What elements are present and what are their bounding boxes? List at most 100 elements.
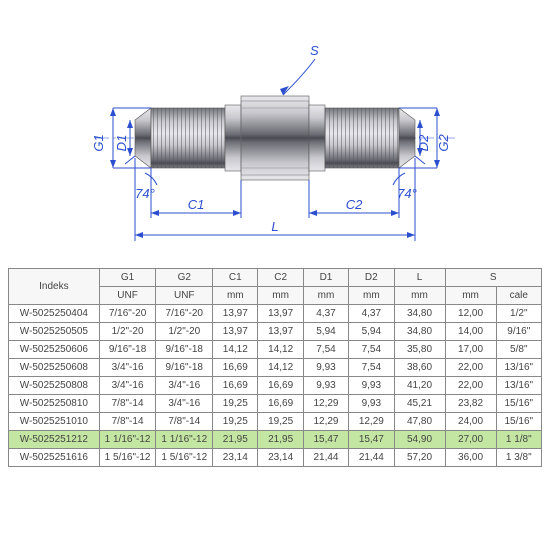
col-header: D1 — [303, 269, 348, 287]
table-cell: 16,69 — [213, 377, 258, 395]
table-row: W-50252508107/8"-143/4"-1619,2516,6912,2… — [9, 395, 542, 413]
table-row: W-50252506069/16"-189/16"-1814,1214,127,… — [9, 341, 542, 359]
table-cell: 7,54 — [349, 359, 394, 377]
unit-header: mm — [349, 287, 394, 305]
table-cell: W-5025251010 — [9, 413, 100, 431]
table-cell: 13,97 — [213, 323, 258, 341]
table-cell: 7,54 — [303, 341, 348, 359]
table-cell: 23,14 — [258, 449, 303, 467]
table-cell: 23,82 — [445, 395, 496, 413]
table-cell: 15/16" — [496, 413, 541, 431]
table-cell: 1 1/8" — [496, 431, 541, 449]
table-cell: W-5025250808 — [9, 377, 100, 395]
table-cell: 17,00 — [445, 341, 496, 359]
col-header: G2 — [156, 269, 213, 287]
table-cell: 14,12 — [258, 341, 303, 359]
table-cell: 1/2"-20 — [99, 323, 156, 341]
table-row: W-50252510107/8"-147/8"-1419,2519,2512,2… — [9, 413, 542, 431]
table-row: W-50252508083/4"-163/4"-1616,6916,699,93… — [9, 377, 542, 395]
unit-header: UNF — [156, 287, 213, 305]
table-cell: 34,80 — [394, 323, 445, 341]
table-cell: 12,29 — [303, 413, 348, 431]
table-row: W-50252506083/4"-169/16"-1816,6914,129,9… — [9, 359, 542, 377]
table-row: W-50252504047/16"-207/16"-2013,9713,974,… — [9, 305, 542, 323]
unit-header: cale — [496, 287, 541, 305]
table-cell: 4,37 — [303, 305, 348, 323]
dim-d1-label: D1 — [114, 135, 129, 152]
table-cell: 7,54 — [349, 341, 394, 359]
table-cell: 13,97 — [258, 305, 303, 323]
table-cell: 21,44 — [349, 449, 394, 467]
table-cell: 7/16"-20 — [99, 305, 156, 323]
table-cell: 19,25 — [258, 413, 303, 431]
table-row: W-50252516161 5/16"-121 5/16"-1223,1423,… — [9, 449, 542, 467]
table-cell: 9,93 — [349, 395, 394, 413]
table-cell: 4,37 — [349, 305, 394, 323]
table-cell: 13/16" — [496, 377, 541, 395]
table-cell: 34,80 — [394, 305, 445, 323]
table-cell: 1 1/16"-12 — [156, 431, 213, 449]
dim-c2-label: C2 — [346, 197, 363, 212]
table-cell: W-5025250505 — [9, 323, 100, 341]
table-cell: 22,00 — [445, 377, 496, 395]
table-cell: 12,29 — [303, 395, 348, 413]
table-cell: 19,25 — [213, 395, 258, 413]
table-cell: 13,97 — [213, 305, 258, 323]
table-cell: 1 3/8" — [496, 449, 541, 467]
table-cell: 54,90 — [394, 431, 445, 449]
dim-c1-label: C1 — [188, 197, 205, 212]
table-cell: 21,95 — [213, 431, 258, 449]
unit-header: mm — [394, 287, 445, 305]
unit-header: UNF — [99, 287, 156, 305]
col-header: G1 — [99, 269, 156, 287]
dim-g2-label: G2 — [436, 134, 451, 152]
table-cell: 1 1/16"-12 — [99, 431, 156, 449]
table-cell: 15,47 — [303, 431, 348, 449]
table-row: W-50252505051/2"-201/2"-2013,9713,975,94… — [9, 323, 542, 341]
table-cell: 22,00 — [445, 359, 496, 377]
table-cell: 3/4"-16 — [99, 377, 156, 395]
table-cell: 7/8"-14 — [99, 413, 156, 431]
unit-header: mm — [258, 287, 303, 305]
table-cell: W-5025250608 — [9, 359, 100, 377]
table-cell: 16,69 — [258, 395, 303, 413]
table-cell: 9,93 — [303, 359, 348, 377]
table-cell: 7/8"-14 — [99, 395, 156, 413]
table-cell: 41,20 — [394, 377, 445, 395]
table-cell: 9,93 — [303, 377, 348, 395]
col-header: D2 — [349, 269, 394, 287]
table-cell: 1 5/16"-12 — [156, 449, 213, 467]
dim-l-label: L — [271, 219, 278, 234]
table-cell: 23,14 — [213, 449, 258, 467]
table-cell: 57,20 — [394, 449, 445, 467]
dim-ang-left: 74° — [135, 186, 155, 201]
table-cell: 15,47 — [349, 431, 394, 449]
table-cell: 5,94 — [349, 323, 394, 341]
dim-ang-right: 74° — [397, 186, 417, 201]
table-cell: 3/4"-16 — [156, 395, 213, 413]
col-header: S — [445, 269, 541, 287]
table-cell: 9/16"-18 — [156, 341, 213, 359]
table-cell: 19,25 — [213, 413, 258, 431]
table-cell: 13,97 — [258, 323, 303, 341]
table-cell: 5/8" — [496, 341, 541, 359]
table-cell: 14,12 — [258, 359, 303, 377]
table-cell: 24,00 — [445, 413, 496, 431]
dim-d2-label: D2 — [416, 134, 431, 151]
table-cell: 12,29 — [349, 413, 394, 431]
table-cell: 3/4"-16 — [156, 377, 213, 395]
table-cell: 5,94 — [303, 323, 348, 341]
table-cell: 12,00 — [445, 305, 496, 323]
table-cell: 1 5/16"-12 — [99, 449, 156, 467]
table-cell: 21,95 — [258, 431, 303, 449]
table-cell: 27,00 — [445, 431, 496, 449]
table-cell: 1/2" — [496, 305, 541, 323]
unit-header: mm — [213, 287, 258, 305]
table-cell: 47,80 — [394, 413, 445, 431]
table-row: W-50252512121 1/16"-121 1/16"-1221,9521,… — [9, 431, 542, 449]
table-cell: W-5025250606 — [9, 341, 100, 359]
table-cell: 16,69 — [213, 359, 258, 377]
table-cell: W-5025251212 — [9, 431, 100, 449]
table-cell: 7/16"-20 — [156, 305, 213, 323]
unit-header: mm — [445, 287, 496, 305]
